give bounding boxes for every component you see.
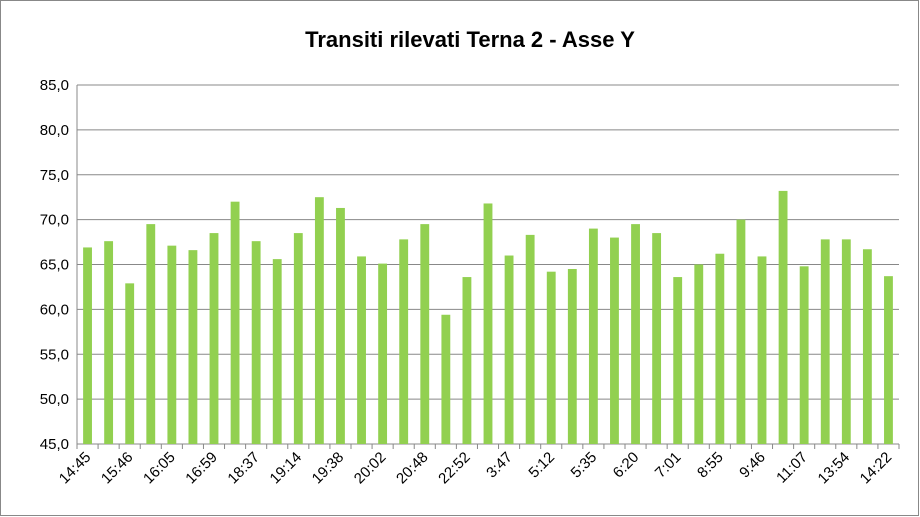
bar: [567, 268, 577, 444]
bar: [778, 190, 788, 444]
bar: [610, 237, 619, 444]
y-tick-label: 85,0: [40, 77, 69, 94]
bar: [525, 234, 535, 444]
bar: [504, 255, 514, 444]
bar: [125, 283, 135, 444]
bar: [462, 277, 472, 444]
bar: [588, 228, 598, 444]
y-tick-label: 60,0: [40, 301, 69, 318]
chart-title: Transiti rilevati Terna 2 - Asse Y: [305, 27, 635, 52]
bar: [83, 247, 92, 444]
y-tick-label: 50,0: [40, 391, 69, 408]
bar: [167, 245, 177, 444]
bar: [884, 276, 893, 444]
bar: [483, 203, 493, 444]
y-tick-label: 75,0: [40, 167, 69, 184]
bar: [272, 259, 282, 444]
bar: [841, 239, 851, 444]
bar: [357, 256, 366, 444]
bar: [104, 241, 114, 444]
bar: [799, 266, 809, 444]
bar: [251, 241, 261, 444]
bar: [441, 314, 451, 444]
bar: [546, 271, 556, 444]
bar: [188, 250, 198, 444]
y-tick-label: 45,0: [40, 436, 69, 453]
bar: [293, 233, 303, 444]
bar: [715, 253, 725, 444]
bar: [673, 277, 683, 444]
y-tick-label: 70,0: [40, 212, 69, 229]
bar: [378, 263, 388, 444]
bar: [146, 224, 156, 444]
bar: [694, 264, 704, 444]
bar: [420, 224, 430, 444]
bar: [314, 197, 324, 444]
y-tick-label: 80,0: [40, 122, 69, 139]
bar: [399, 239, 409, 444]
bar: [209, 233, 219, 444]
bar: [336, 207, 345, 444]
bar: [652, 233, 662, 444]
bar: [862, 249, 872, 444]
bar: [230, 201, 240, 444]
bar: [757, 256, 767, 444]
bar: [631, 224, 640, 444]
bar: [820, 239, 830, 444]
y-tick-label: 65,0: [40, 257, 69, 274]
y-tick-label: 55,0: [40, 346, 69, 363]
bar: [736, 219, 746, 444]
